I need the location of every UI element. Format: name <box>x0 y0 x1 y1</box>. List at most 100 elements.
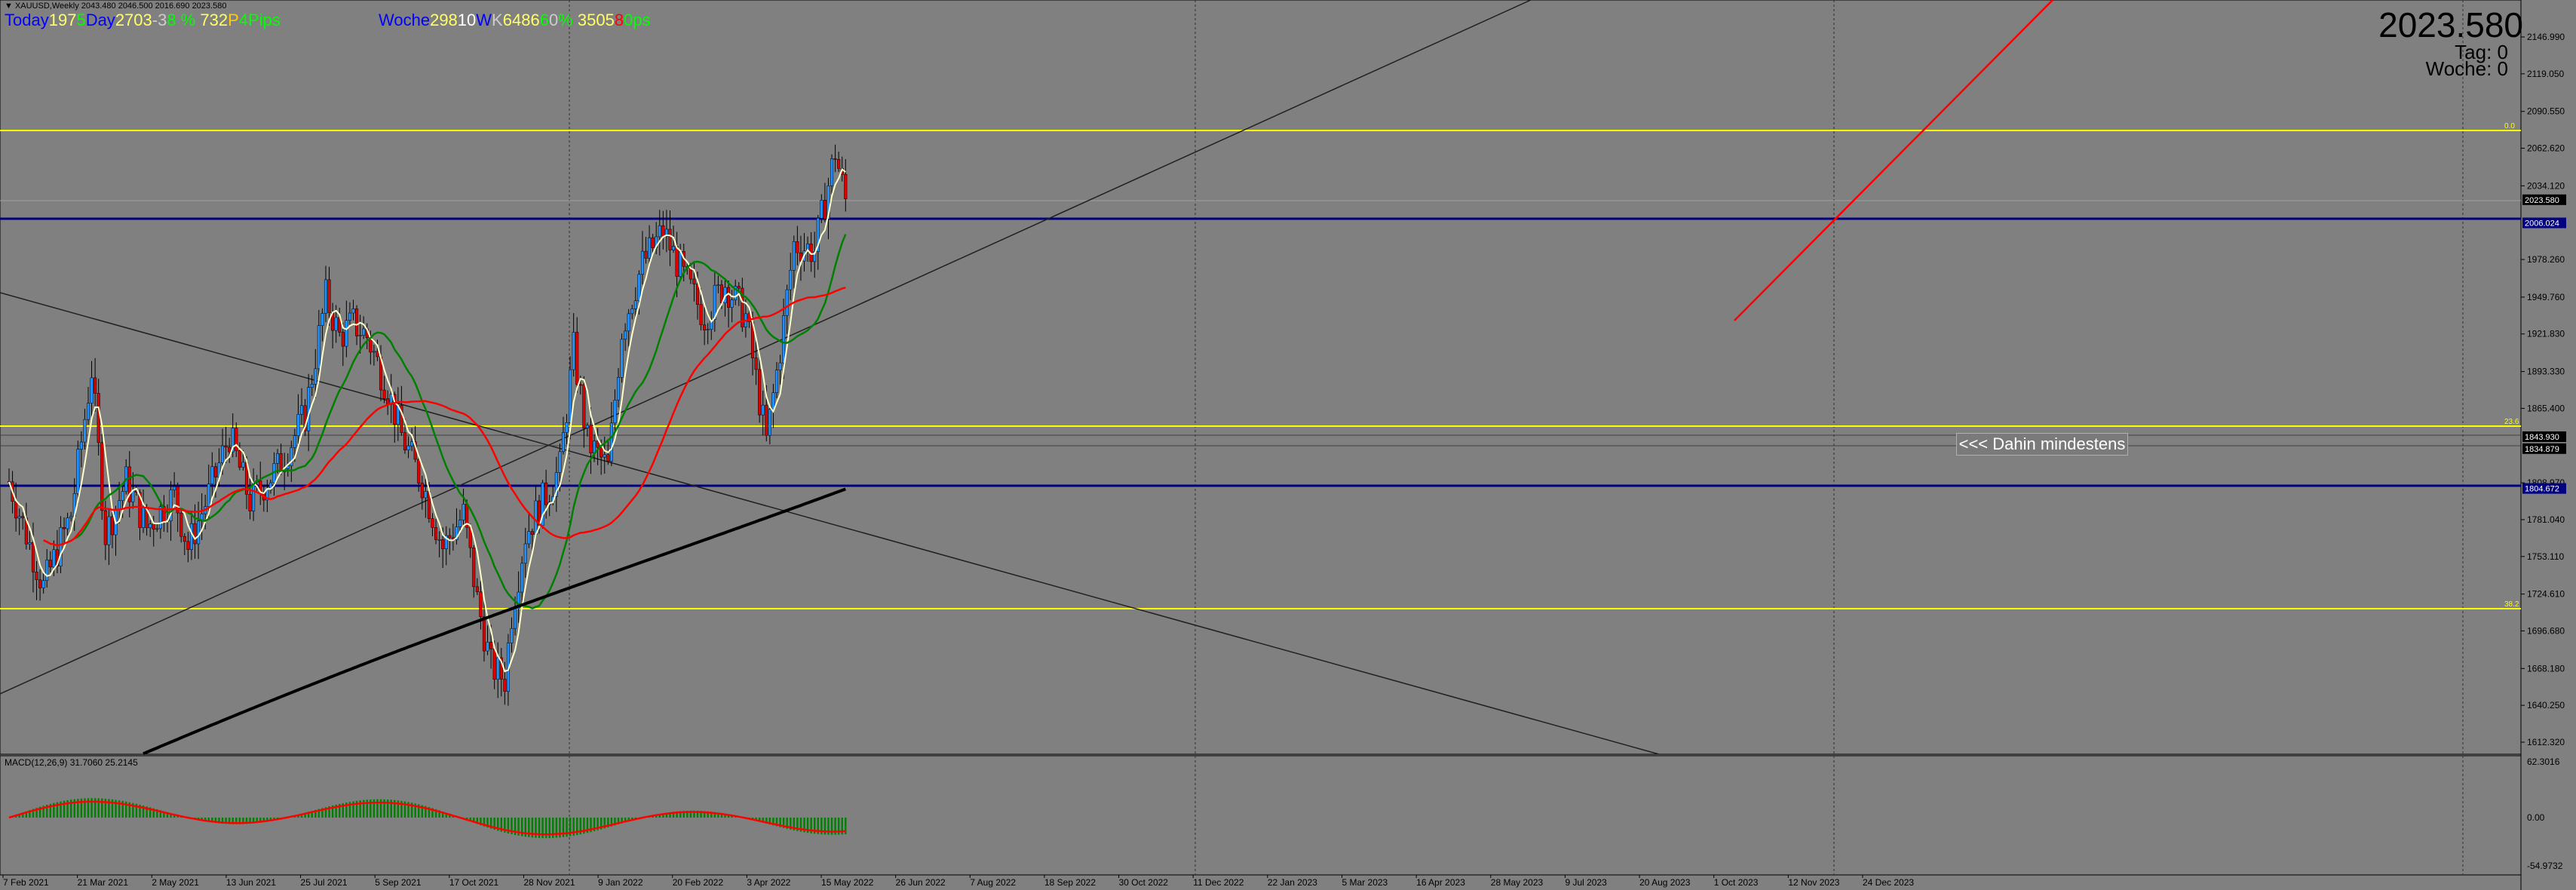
macd-histogram-bar <box>108 799 110 818</box>
macd-histogram-bar <box>535 818 537 838</box>
candle-bull <box>768 409 771 436</box>
candle-bull <box>624 330 627 340</box>
candle-bear <box>489 642 493 649</box>
macd-histogram-bar <box>314 809 317 818</box>
price-axis-label: 2090.550 <box>2527 106 2565 117</box>
macd-histogram-bar <box>373 799 376 818</box>
macd-axis-label: 0.00 <box>2527 812 2545 823</box>
macd-histogram-bar <box>823 818 826 835</box>
macd-histogram-bar <box>514 818 517 836</box>
macd-histogram-bar <box>837 818 840 835</box>
macd-histogram-bar <box>559 818 561 838</box>
macd-histogram-bar <box>803 818 805 833</box>
macd-histogram-bar <box>211 818 213 823</box>
time-axis-label: 3 Apr 2022 <box>747 877 790 888</box>
macd-histogram-bar <box>311 811 313 818</box>
macd-histogram-bar <box>359 800 361 818</box>
candle-bull <box>41 580 45 588</box>
candle-bull <box>314 368 317 385</box>
candle-bull <box>45 560 49 582</box>
time-axis-label: 24 Dec 2023 <box>1863 877 1914 888</box>
candle-bull <box>28 542 32 545</box>
price-axis-label: 1753.110 <box>2527 551 2564 562</box>
price-axis-label: 2034.120 <box>2527 180 2565 191</box>
macd-signal-line <box>8 800 846 836</box>
candle-bear <box>695 284 700 305</box>
candle-bear <box>699 304 703 326</box>
candle-bear <box>186 541 190 550</box>
macd-indicator-label: MACD(12,26,9) 31.7060 25.2145 <box>5 757 138 768</box>
macd-histogram-bar <box>596 818 599 830</box>
macd-histogram-bar <box>428 807 431 818</box>
macd-histogram-bar <box>562 818 565 837</box>
macd-histogram-bar <box>830 818 833 835</box>
candle-bear <box>48 560 52 568</box>
macd-histogram-bar <box>497 818 499 831</box>
macd-histogram-bar <box>101 798 103 818</box>
candle-bear <box>575 332 579 385</box>
macd-histogram-bar <box>421 805 423 818</box>
candle-bull <box>437 539 441 541</box>
price-axis-label: 1640.250 <box>2527 700 2565 710</box>
macd-histogram-bar <box>156 809 158 818</box>
macd-histogram-bar <box>449 814 451 818</box>
candle-bull <box>830 158 834 186</box>
candle-bull <box>569 369 572 423</box>
time-axis-label: 20 Aug 2023 <box>1639 877 1691 888</box>
macd-histogram-bar <box>139 804 141 818</box>
macd-histogram-bar <box>586 818 589 833</box>
macd-histogram-bar <box>483 818 486 827</box>
macd-histogram-bar <box>159 810 162 818</box>
candle-bull <box>761 404 765 416</box>
macd-histogram-bar <box>84 798 86 818</box>
candle-bear <box>448 535 452 539</box>
candle-bull <box>658 225 661 238</box>
candle-bear <box>644 250 648 259</box>
macd-histogram-bar <box>128 802 130 818</box>
macd-histogram-bar <box>669 812 671 818</box>
macd-histogram-bar <box>397 800 400 818</box>
macd-histogram-bar <box>425 806 427 818</box>
time-axis-label: 25 Jul 2021 <box>301 877 348 888</box>
macd-histogram-bar <box>348 802 351 818</box>
candle-bear <box>193 523 197 545</box>
candle-bear <box>482 616 486 652</box>
candle-bull <box>710 319 713 330</box>
macd-histogram-bar <box>713 812 716 818</box>
macd-histogram-bar <box>262 818 265 823</box>
time-axis-label: 2 May 2021 <box>152 877 199 888</box>
candle-bear <box>403 432 407 450</box>
macd-histogram-bar <box>682 811 685 818</box>
macd-histogram-bar <box>555 818 558 838</box>
candle-bear <box>393 394 397 425</box>
macd-histogram-bar <box>489 818 492 829</box>
macd-histogram-bar <box>418 804 420 818</box>
price-axis-label: 2062.620 <box>2527 143 2565 154</box>
target-annotation-label[interactable]: <<< Dahin mindestens <box>1956 433 2128 456</box>
candle-bull <box>86 403 90 420</box>
candle-bull <box>334 317 338 331</box>
candle-bear <box>100 442 104 511</box>
price-axis-label: 1668.180 <box>2527 663 2565 674</box>
macd-histogram-bar <box>307 812 310 818</box>
price-axis-highlight-bg <box>2522 431 2566 442</box>
candle-bull <box>141 507 146 528</box>
candle-bear <box>492 649 496 680</box>
stats-week-segment: 8 <box>614 11 624 29</box>
macd-histogram-bar <box>46 805 48 818</box>
candle-bull <box>345 320 348 347</box>
candle-bull <box>630 308 634 315</box>
macd-histogram-bar <box>507 818 510 834</box>
macd-histogram-bar <box>724 813 726 818</box>
candle-bull <box>486 642 489 652</box>
stats-week-segment: 0 <box>624 11 633 29</box>
macd-histogram-bar <box>710 812 713 818</box>
macd-histogram-bar <box>845 818 847 835</box>
macd-histogram-bar <box>779 818 781 827</box>
time-axis-label: 11 Dec 2022 <box>1193 877 1244 888</box>
candle-bull <box>620 339 624 378</box>
candle-bull <box>785 289 789 316</box>
candle-bear <box>837 159 841 169</box>
